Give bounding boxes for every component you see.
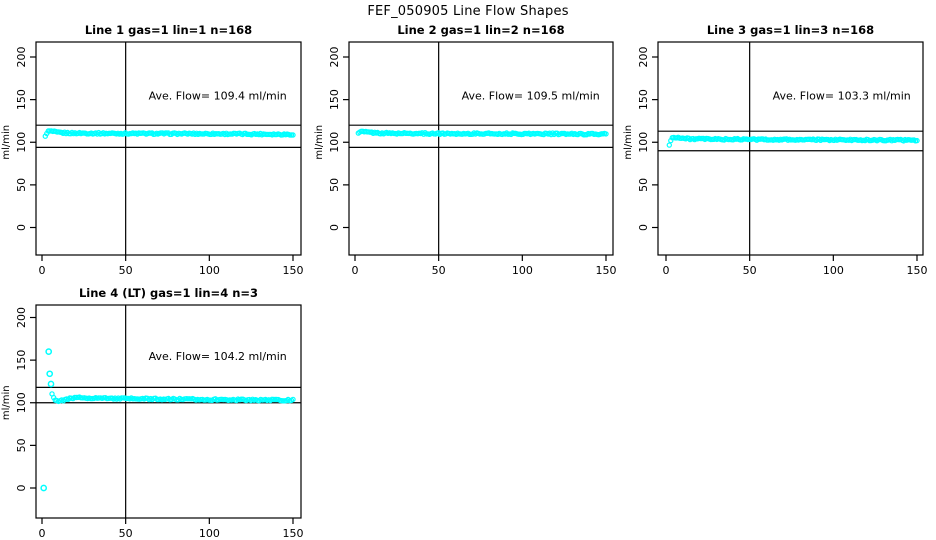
y-tick-label: 0 — [637, 224, 650, 231]
y-axis-label: ml/min — [623, 125, 634, 160]
y-tick-label: 200 — [15, 47, 28, 68]
data-point — [238, 396, 244, 402]
y-axis-label: ml/min — [1, 385, 12, 420]
y-tick-label: 50 — [15, 438, 28, 452]
x-tick-label: 0 — [352, 264, 359, 277]
x-tick-label: 150 — [595, 264, 616, 277]
x-tick-label: 100 — [199, 264, 220, 277]
ave-flow-annotation: Ave. Flow= 104.2 ml/min — [149, 350, 287, 363]
x-tick-label: 50 — [119, 264, 133, 277]
y-tick-label: 0 — [328, 224, 341, 231]
y-axis-label: ml/min — [1, 125, 12, 160]
outlier-point — [45, 348, 53, 355]
x-tick-label: 100 — [199, 527, 220, 540]
plot-box — [35, 304, 302, 519]
data-point — [290, 396, 296, 403]
y-tick-label: 150 — [328, 89, 341, 110]
plot-box — [35, 41, 302, 256]
y-tick-label: 0 — [15, 224, 28, 231]
panel-2: 0 50 100 150 0 50 100 150 200 ml/min Line 2 gas=1 … — [314, 23, 616, 277]
y-tick-label: 150 — [15, 350, 28, 371]
ave-flow-annotation: Ave. Flow= 109.5 ml/min — [462, 89, 600, 102]
panel-3: 0 50 100 150 0 50 100 150 200 ml/min Line 3 gas=1 … — [623, 23, 927, 277]
x-tick-label: 0 — [663, 264, 670, 277]
x-tick-label: 150 — [906, 264, 927, 277]
y-tick-label: 50 — [15, 178, 28, 192]
ave-flow-annotation: Ave. Flow= 103.3 ml/min — [773, 89, 911, 102]
y-tick-label: 0 — [15, 485, 28, 492]
figure-title: FEF_050905 Line Flow Shapes — [367, 4, 569, 19]
panel-title: Line 4 (LT) gas=1 lin=4 n=3 — [79, 286, 258, 300]
x-tick-label: 50 — [432, 264, 446, 277]
y-tick-label: 100 — [15, 132, 28, 153]
x-tick-label: 50 — [743, 264, 757, 277]
y-tick-label: 100 — [637, 132, 650, 153]
y-tick-label: 150 — [637, 89, 650, 110]
y-tick-label: 100 — [15, 392, 28, 413]
y-tick-label: 100 — [328, 132, 341, 153]
data-point — [914, 137, 920, 144]
panel-1: 0 50 100 150 0 50 100 150 200 ml/min Line 1 gas=1 … — [1, 23, 303, 277]
ave-flow-annotation: Ave. Flow= 109.4 ml/min — [149, 89, 287, 102]
y-tick-label: 200 — [637, 47, 650, 68]
data-point — [290, 132, 296, 138]
x-tick-label: 150 — [282, 527, 303, 540]
plot-box — [657, 41, 924, 256]
outlier-point — [40, 484, 48, 492]
y-tick-label: 50 — [637, 178, 650, 192]
x-tick-label: 100 — [512, 264, 533, 277]
x-tick-label: 150 — [282, 264, 303, 277]
data-point — [666, 142, 673, 148]
x-tick-label: 0 — [39, 264, 46, 277]
panel-title: Line 1 gas=1 lin=1 n=168 — [85, 23, 252, 37]
panel-title: Line 2 gas=1 lin=2 n=168 — [397, 23, 564, 37]
x-tick-label: 50 — [119, 527, 133, 540]
y-tick-label: 150 — [15, 89, 28, 110]
panel-title: Line 3 gas=1 lin=3 n=168 — [707, 23, 874, 37]
outlier-point — [47, 380, 55, 388]
outlier-point — [46, 370, 54, 378]
y-tick-label: 200 — [328, 47, 341, 68]
panel-4: 0 50 100 150 0 50 100 150 200 ml/min Line 4 (LT) g… — [1, 286, 303, 540]
plot-box — [348, 41, 614, 256]
x-tick-label: 100 — [823, 264, 844, 277]
data-point — [603, 131, 609, 137]
x-tick-label: 0 — [39, 527, 46, 540]
y-axis-label: ml/min — [314, 125, 325, 160]
y-tick-label: 50 — [328, 178, 341, 192]
y-tick-label: 200 — [15, 307, 28, 328]
